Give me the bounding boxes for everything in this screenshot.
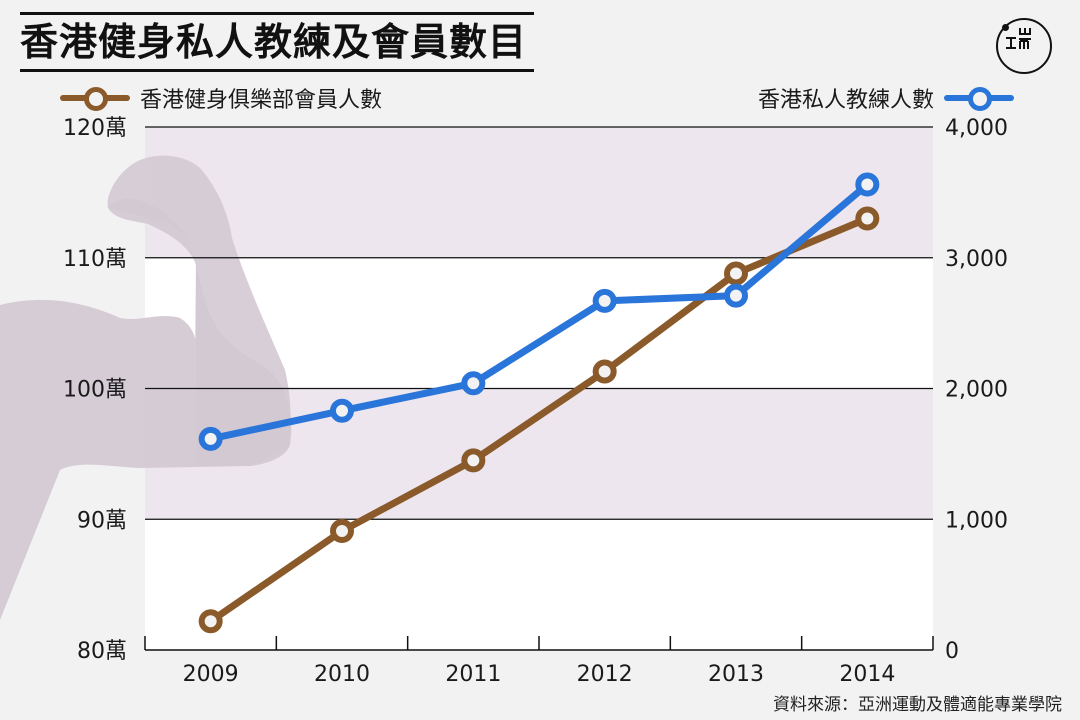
right-axis-label: 1,000	[945, 508, 1008, 533]
series-line	[207, 181, 871, 443]
legend-trainers-swatch-icon	[944, 86, 1014, 111]
right-axis-label: 2,000	[945, 378, 1008, 403]
x-axis-label: 2010	[314, 662, 370, 687]
right-axis-label: 3,000	[945, 247, 1008, 272]
gridlines	[145, 126, 933, 520]
right-axis-label: 4,000	[945, 116, 1008, 141]
legend-members-label: 香港健身俱樂部會員人數	[140, 88, 383, 113]
brand-logo	[996, 18, 1052, 74]
title-block: 香港健身私人教練及會員數目	[20, 12, 534, 72]
data-point-marker	[198, 609, 223, 634]
series-lines	[198, 172, 880, 634]
legend-trainers: 香港私人教練人數	[748, 82, 1014, 114]
x-axis-label: 2012	[577, 662, 633, 687]
chart-title: 香港健身私人教練及會員數目	[20, 20, 528, 64]
logo-dot-icon	[1002, 24, 1009, 31]
right-axis-ticks: 0 1,000 2,000 3,000 4,000	[945, 116, 1008, 664]
x-axis-label: 2009	[183, 662, 239, 687]
data-point-marker	[198, 426, 223, 451]
left-axis-label: 120萬	[63, 116, 127, 141]
left-axis-label: 90萬	[77, 508, 127, 533]
left-axis-label: 100萬	[63, 378, 127, 403]
series-line	[207, 215, 871, 625]
title-rule-bottom	[20, 69, 534, 72]
data-point-marker	[855, 206, 880, 231]
data-point-marker	[592, 359, 617, 384]
data-point-marker	[461, 448, 486, 473]
right-axis-label: 0	[945, 639, 959, 664]
logo-glyph-icon	[1006, 28, 1031, 49]
left-axis-label: 110萬	[63, 247, 127, 272]
x-axis-label: 2011	[445, 662, 501, 687]
legend-members: 香港健身俱樂部會員人數	[60, 82, 392, 114]
data-point-marker	[461, 371, 486, 396]
x-axis-label: 2014	[839, 662, 895, 687]
plot-band	[145, 519, 933, 650]
x-axis: 2009 2010 2011 2012 2013 2014	[144, 636, 934, 687]
left-axis-label: 80萬	[77, 639, 127, 664]
legend-members-swatch-icon	[60, 86, 130, 111]
data-point-marker	[592, 288, 617, 313]
data-point-marker	[330, 398, 354, 423]
data-point-marker	[724, 261, 748, 286]
title-rule-top	[20, 12, 534, 15]
data-point-marker	[330, 519, 354, 544]
data-point-marker	[855, 172, 880, 197]
source-note: 資料來源：亞洲運動及體適能專業學院	[773, 695, 1062, 715]
legend-trainers-label: 香港私人教練人數	[757, 88, 934, 113]
data-point-marker	[724, 283, 748, 308]
x-axis-label: 2013	[708, 662, 764, 687]
left-axis-ticks: 80萬 90萬 100萬 110萬 120萬	[63, 116, 127, 664]
